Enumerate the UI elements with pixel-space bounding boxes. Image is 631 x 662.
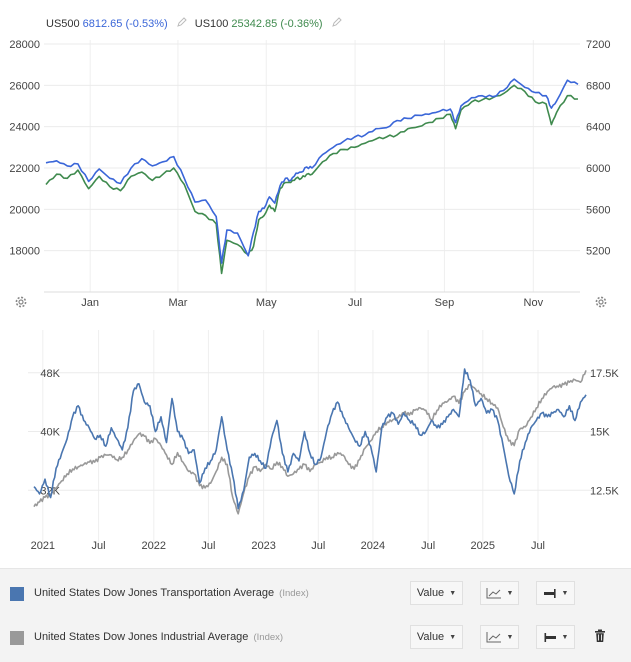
y-left-tick-label: 40K xyxy=(40,427,60,439)
top-chart[interactable]: 28000 26000 24000 22000 20000 18000 7200 6800 64… xyxy=(0,0,631,318)
y-right-tick-label: 12.5K xyxy=(590,485,619,497)
caret-down-icon: ▼ xyxy=(449,589,457,597)
y-right-tick-label: 6000 xyxy=(586,163,610,175)
line-chart-icon xyxy=(486,588,501,599)
gear-icon[interactable] xyxy=(14,295,28,309)
y-left-tick-label: 48K xyxy=(40,368,60,380)
series-label: United States Dow Jones Transportation A… xyxy=(34,587,275,599)
y-right-tick-label: 15K xyxy=(590,427,610,439)
pencil-icon[interactable] xyxy=(331,16,343,28)
x-tick-label: Sep xyxy=(435,297,455,309)
x-tick-label: 2024 xyxy=(361,540,385,552)
series-swatch xyxy=(10,587,24,601)
left-axis-icon xyxy=(544,633,556,642)
series-unit: (Index) xyxy=(279,588,309,599)
series-line-united-states-dow-jones-industrial-average xyxy=(33,370,587,515)
right-axis-icon xyxy=(543,589,556,598)
y-left-tick-label: 22000 xyxy=(9,163,40,175)
caret-down-icon: ▼ xyxy=(506,589,514,597)
legend-row-industrial: United States Dow Jones Industrial Avera… xyxy=(0,623,631,653)
x-tick-label: Nov xyxy=(524,297,544,309)
trash-icon[interactable] xyxy=(594,629,606,643)
y-left-tick-label: 24000 xyxy=(9,122,40,134)
y-right-tick-label: 6800 xyxy=(586,80,610,92)
x-tick-label: Jul xyxy=(348,297,362,309)
caret-down-icon: ▼ xyxy=(561,633,569,641)
us500-value: 6812.65 (-0.53%) xyxy=(82,18,168,30)
x-tick-label: Jan xyxy=(81,297,99,309)
y-left-tick-label: 26000 xyxy=(9,80,40,92)
series-line-us100 xyxy=(45,84,579,275)
x-tick-label: Jul xyxy=(531,540,545,552)
series-label: United States Dow Jones Industrial Avera… xyxy=(34,631,249,643)
x-tick-label: 2025 xyxy=(471,540,495,552)
value-dropdown[interactable]: Value ▼ xyxy=(410,581,463,605)
legend-row-transportation: United States Dow Jones Transportation A… xyxy=(0,579,631,609)
line-chart-icon xyxy=(486,632,501,643)
pencil-icon[interactable] xyxy=(176,16,188,28)
y-left-tick-label: 18000 xyxy=(9,246,40,258)
caret-down-icon: ▼ xyxy=(449,633,457,641)
x-tick-label: Jul xyxy=(92,540,106,552)
us100-value: 25342.85 (-0.36%) xyxy=(231,18,323,30)
x-tick-label: 2021 xyxy=(31,540,55,552)
x-tick-label: Jul xyxy=(311,540,325,552)
series-line-united-states-dow-jones-transportation-average xyxy=(33,368,587,510)
y-left-tick-label: 20000 xyxy=(9,204,40,216)
chart-type-dropdown[interactable]: ▼ xyxy=(480,625,519,649)
axis-dropdown[interactable]: ▼ xyxy=(536,625,575,649)
axis-dropdown[interactable]: ▼ xyxy=(536,581,575,605)
caret-down-icon: ▼ xyxy=(506,633,514,641)
y-right-tick-label: 17.5K xyxy=(590,368,619,380)
y-right-tick-label: 5200 xyxy=(586,246,610,258)
x-tick-label: Jul xyxy=(421,540,435,552)
caret-down-icon: ▼ xyxy=(561,589,569,597)
series-unit: (Index) xyxy=(253,632,284,643)
y-right-tick-label: 7200 xyxy=(586,39,610,51)
gear-icon[interactable] xyxy=(594,295,608,309)
us100-symbol: US100 xyxy=(194,18,229,30)
chart-type-dropdown[interactable]: ▼ xyxy=(480,581,519,605)
x-tick-label: 2022 xyxy=(142,540,166,552)
y-right-tick-label: 6400 xyxy=(586,122,610,134)
x-tick-label: 2023 xyxy=(251,540,275,552)
value-dropdown[interactable]: Value ▼ xyxy=(410,625,463,649)
x-tick-label: Mar xyxy=(168,297,187,309)
y-right-tick-label: 5600 xyxy=(586,204,610,216)
series-swatch xyxy=(10,631,24,645)
series-line-us500 xyxy=(45,78,579,264)
x-tick-label: May xyxy=(256,297,277,309)
y-left-tick-label: 28000 xyxy=(9,39,40,51)
top-chart-header: US500 6812.65 (-0.53%) US100 25342.85 (-0.… xyxy=(46,16,343,30)
series-legend: United States Dow Jones Transportation A… xyxy=(0,568,631,662)
x-tick-label: Jul xyxy=(201,540,215,552)
us500-symbol: US500 xyxy=(46,18,80,30)
